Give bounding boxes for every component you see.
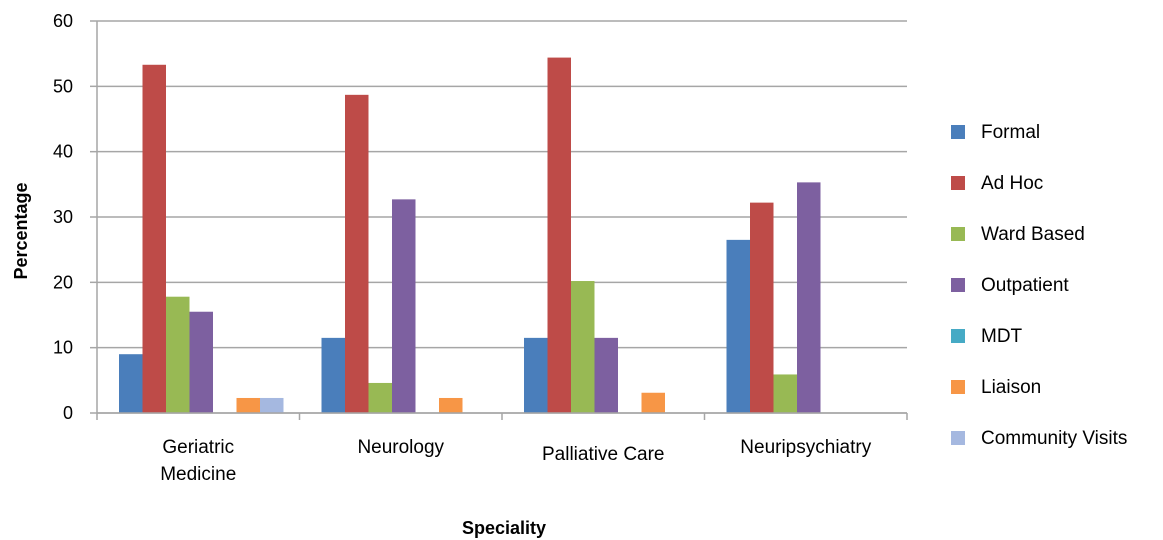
bar (392, 199, 416, 413)
bar (726, 239, 750, 413)
bar (439, 397, 463, 413)
bar (321, 337, 345, 413)
bar (594, 337, 618, 413)
bar (797, 182, 821, 413)
x-tick-label: Neuripsychiatry (740, 437, 871, 458)
x-tick-label: Neurology (357, 437, 444, 458)
x-tick-label: Palliative Care (542, 444, 665, 465)
bar (119, 354, 143, 413)
y-tick-label: 0 (63, 403, 73, 423)
y-tick-label: 20 (53, 272, 73, 292)
legend-label: Ward Based (981, 224, 1085, 245)
legend-label: MDT (981, 326, 1023, 347)
bar (236, 397, 260, 413)
legend-label: Ad Hoc (981, 173, 1043, 194)
bar (750, 202, 774, 413)
x-tick-label: Geriatric (162, 437, 234, 458)
legend-label: Liaison (981, 377, 1041, 398)
bar (641, 392, 665, 413)
y-axis: 0 10 20 30 40 50 60 (53, 11, 98, 423)
legend: Formal Ad Hoc Ward Based Outpatient MDT Liais… (951, 122, 1127, 449)
y-tick-label: 50 (53, 76, 73, 96)
legend-swatch (951, 125, 965, 139)
y-tick-label: 40 (53, 142, 73, 162)
y-tick-label: 30 (53, 207, 73, 227)
y-tick-label: 60 (53, 11, 73, 31)
bar (571, 281, 595, 413)
legend-label: Community Visits (981, 428, 1127, 449)
bar (547, 57, 571, 413)
legend-swatch (951, 431, 965, 445)
legend-swatch (951, 176, 965, 190)
legend-label: Formal (981, 122, 1040, 143)
legend-label: Outpatient (981, 275, 1069, 296)
bar (773, 374, 797, 413)
gridlines (97, 20, 907, 414)
legend-swatch (951, 380, 965, 394)
legend-swatch (951, 227, 965, 241)
x-axis-title: Speciality (462, 518, 546, 538)
y-tick-label: 10 (53, 338, 73, 358)
legend-swatch (951, 278, 965, 292)
bar (166, 296, 190, 413)
legend-swatch (951, 329, 965, 343)
y-axis-title: Percentage (11, 182, 31, 279)
bars (119, 57, 821, 414)
x-tick-label: Medicine (160, 464, 236, 485)
bar (524, 337, 548, 413)
bar (368, 382, 392, 413)
bar (345, 94, 369, 414)
bar (189, 311, 213, 413)
bar (260, 397, 284, 413)
x-axis: Geriatric Medicine Neurology Palliative Car… (96, 412, 908, 485)
bar (142, 64, 166, 414)
